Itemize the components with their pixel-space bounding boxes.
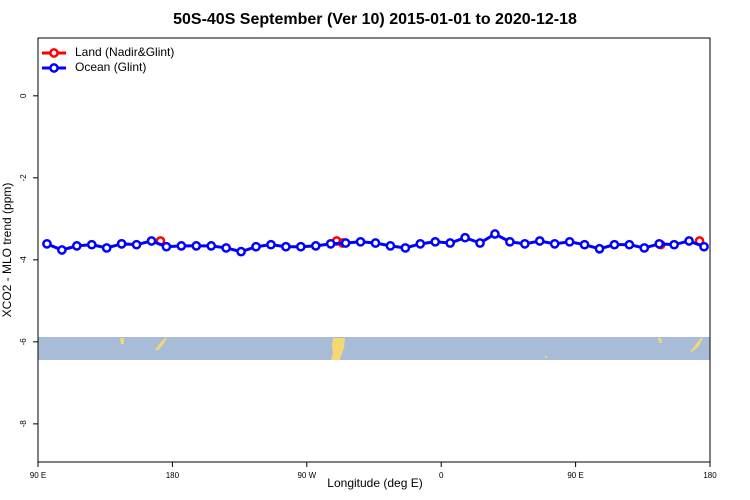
point xyxy=(86,239,97,250)
point xyxy=(355,236,366,247)
point xyxy=(101,243,112,253)
point xyxy=(295,241,306,252)
point xyxy=(281,241,291,252)
point xyxy=(669,239,680,250)
point xyxy=(131,239,142,250)
x-tick-label: 90 E xyxy=(567,471,583,480)
y-tick-label: -2 xyxy=(19,174,28,182)
x-tick-label: 180 xyxy=(166,471,180,480)
point xyxy=(490,229,500,239)
legend-label: Ocean (Glint) xyxy=(75,60,146,74)
point xyxy=(206,241,217,251)
x-tick-label: 180 xyxy=(703,471,717,480)
point xyxy=(146,236,157,246)
point xyxy=(639,243,650,253)
point xyxy=(251,241,261,252)
map-strip xyxy=(38,337,710,360)
y-tick-label: 0 xyxy=(19,93,28,98)
legend-swatch-marker xyxy=(49,63,59,73)
x-axis-label: Longitude (deg E) xyxy=(327,476,422,490)
point xyxy=(71,241,82,251)
point xyxy=(266,239,276,250)
point xyxy=(116,238,127,249)
point xyxy=(400,243,411,253)
point xyxy=(699,241,709,252)
point xyxy=(534,236,545,246)
y-tick-label: -8 xyxy=(19,420,28,428)
y-tick-label: -4 xyxy=(19,256,28,264)
y-tick-label: -6 xyxy=(19,338,28,346)
point xyxy=(564,236,575,247)
x-tick-label: 90 W xyxy=(297,471,316,480)
point xyxy=(654,238,665,249)
point xyxy=(505,236,515,247)
point xyxy=(385,241,396,251)
point xyxy=(445,238,456,248)
point xyxy=(340,238,351,248)
legend-label: Land (Nadir&Glint) xyxy=(75,45,174,59)
point xyxy=(236,246,246,257)
x-tick-label: 90 E xyxy=(30,471,46,480)
point xyxy=(430,236,441,247)
point xyxy=(475,238,485,248)
point xyxy=(310,241,321,251)
point xyxy=(684,236,694,246)
point xyxy=(176,241,187,251)
point xyxy=(191,241,202,251)
point xyxy=(579,239,590,250)
point xyxy=(325,238,336,249)
plot-frame xyxy=(37,37,711,463)
point xyxy=(42,238,52,249)
point xyxy=(519,238,530,249)
y-axis-label: XCO2 - MLO trend (ppm) xyxy=(0,183,14,318)
chart-title: 50S-40S September (Ver 10) 2015-01-01 to… xyxy=(173,11,577,28)
point xyxy=(624,239,635,250)
point xyxy=(609,239,620,250)
point xyxy=(57,245,67,255)
point xyxy=(221,243,232,253)
point xyxy=(161,241,172,252)
x-tick-label: 0 xyxy=(439,471,444,480)
ocean-strip xyxy=(38,337,710,360)
point xyxy=(370,238,381,248)
legend-swatch-marker xyxy=(49,48,59,58)
point xyxy=(549,238,560,249)
point xyxy=(415,238,426,249)
point xyxy=(594,243,605,254)
point xyxy=(460,232,470,243)
